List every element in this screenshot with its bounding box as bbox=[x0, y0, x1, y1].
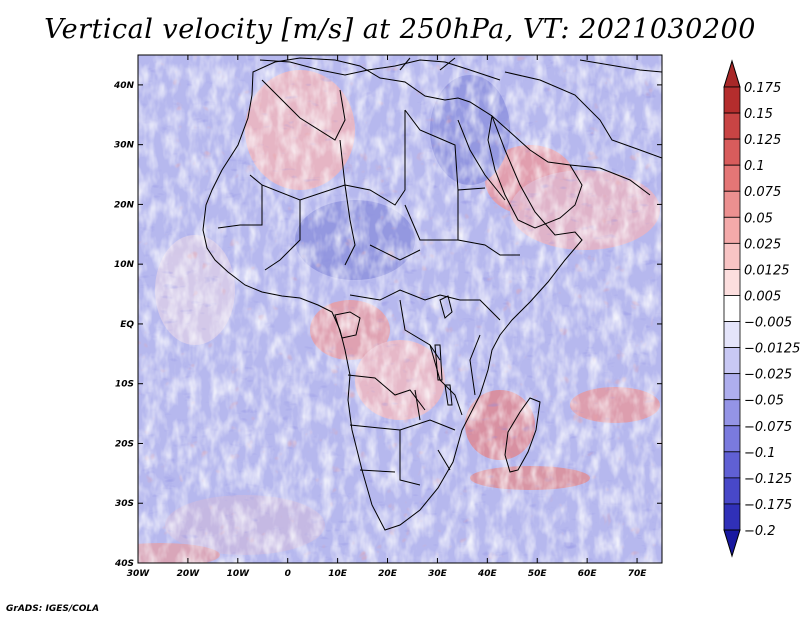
lat-tick-label: 30N bbox=[114, 141, 135, 151]
lon-tick-label: 10E bbox=[328, 569, 348, 579]
colorbar-label: 0.15 bbox=[744, 107, 773, 122]
colorbar-segment bbox=[723, 321, 741, 348]
credit-footer: GrADS: IGES/COLA bbox=[6, 604, 100, 614]
axis-ticks bbox=[137, 55, 662, 564]
colorbar-segment bbox=[723, 373, 741, 401]
colorbar bbox=[723, 59, 741, 558]
lon-tick-label: 30W bbox=[127, 569, 151, 579]
colorbar-label: −0.05 bbox=[744, 394, 784, 409]
colorbar-segment bbox=[723, 269, 741, 296]
colorbar-segment bbox=[723, 295, 741, 322]
lon-tick-label: 40E bbox=[477, 569, 498, 579]
colorbar-segment bbox=[723, 503, 741, 531]
lat-tick-label: 40N bbox=[113, 81, 135, 91]
lat-tick-label: 40S bbox=[114, 559, 134, 569]
lon-tick-label: 70E bbox=[628, 569, 648, 579]
lat-tick-label: 20N bbox=[114, 200, 135, 210]
colorbar-segment bbox=[723, 347, 741, 375]
colorbar-label: 0.005 bbox=[744, 289, 781, 304]
colorbar-label: −0.025 bbox=[744, 368, 792, 383]
lat-tick-label: EQ bbox=[120, 320, 134, 330]
colorbar-segment bbox=[723, 216, 741, 244]
colorbar-label: −0.1 bbox=[744, 446, 776, 461]
colorbar-segment bbox=[723, 164, 741, 192]
lat-tick-label: 30S bbox=[115, 499, 134, 509]
colorbar-segment bbox=[723, 399, 741, 427]
colorbar-segment bbox=[723, 112, 741, 140]
lon-tick-label: 10W bbox=[227, 569, 251, 579]
colorbar-label: 0.1 bbox=[744, 159, 765, 174]
map-title: Vertical velocity [m/s] at 250hPa, VT: 2… bbox=[44, 14, 756, 45]
colorbar-label: 0.175 bbox=[744, 81, 781, 96]
lon-tick-label: 20E bbox=[378, 569, 398, 579]
colorbar-label: −0.2 bbox=[744, 524, 776, 539]
colorbar-label: −0.175 bbox=[744, 498, 792, 513]
colorbar-label: 0.05 bbox=[744, 211, 773, 226]
lat-tick-label: 10S bbox=[115, 380, 134, 390]
colorbar-label: −0.005 bbox=[744, 316, 792, 331]
lon-tick-label: 30E bbox=[428, 569, 448, 579]
axis-labels: 30W 20W 10W 0 10E 20E 30E 40E 50E 60E 70E 40N 30N 20N… bbox=[113, 81, 647, 579]
colorbar-label: −0.0125 bbox=[744, 342, 800, 357]
lon-tick-label: 20W bbox=[177, 569, 201, 579]
lon-tick-label: 0 bbox=[285, 569, 291, 579]
colorbar-label: 0.125 bbox=[744, 133, 781, 148]
colorbar-segment bbox=[723, 242, 741, 270]
velocity-field bbox=[138, 55, 662, 563]
colorbar-label: 0.075 bbox=[744, 185, 781, 200]
colorbar-max-arrow bbox=[723, 59, 741, 88]
colorbar-segment bbox=[723, 425, 741, 453]
colorbar-labels: 0.175 0.15 0.125 0.1 0.075 0.05 0.025 0.0125 0.0… bbox=[744, 81, 800, 539]
colorbar-label: 0.0125 bbox=[744, 263, 790, 278]
colorbar-label: 0.025 bbox=[744, 237, 781, 252]
colorbar-segment bbox=[723, 451, 741, 479]
plot-frame bbox=[137, 54, 663, 564]
lat-tick-label: 20S bbox=[115, 439, 134, 449]
lat-tick-label: 10N bbox=[114, 260, 135, 270]
lon-tick-label: 50E bbox=[528, 569, 548, 579]
colorbar-label: −0.125 bbox=[744, 472, 792, 487]
colorbar-min-arrow bbox=[723, 529, 741, 558]
colorbar-segment bbox=[723, 138, 741, 166]
colorbar-segment bbox=[723, 190, 741, 218]
colorbar-segment bbox=[723, 86, 741, 114]
colorbar-segment bbox=[723, 477, 741, 505]
coastline-borders bbox=[202, 57, 662, 531]
lon-tick-label: 60E bbox=[578, 569, 598, 579]
colorbar-label: −0.075 bbox=[744, 420, 792, 435]
